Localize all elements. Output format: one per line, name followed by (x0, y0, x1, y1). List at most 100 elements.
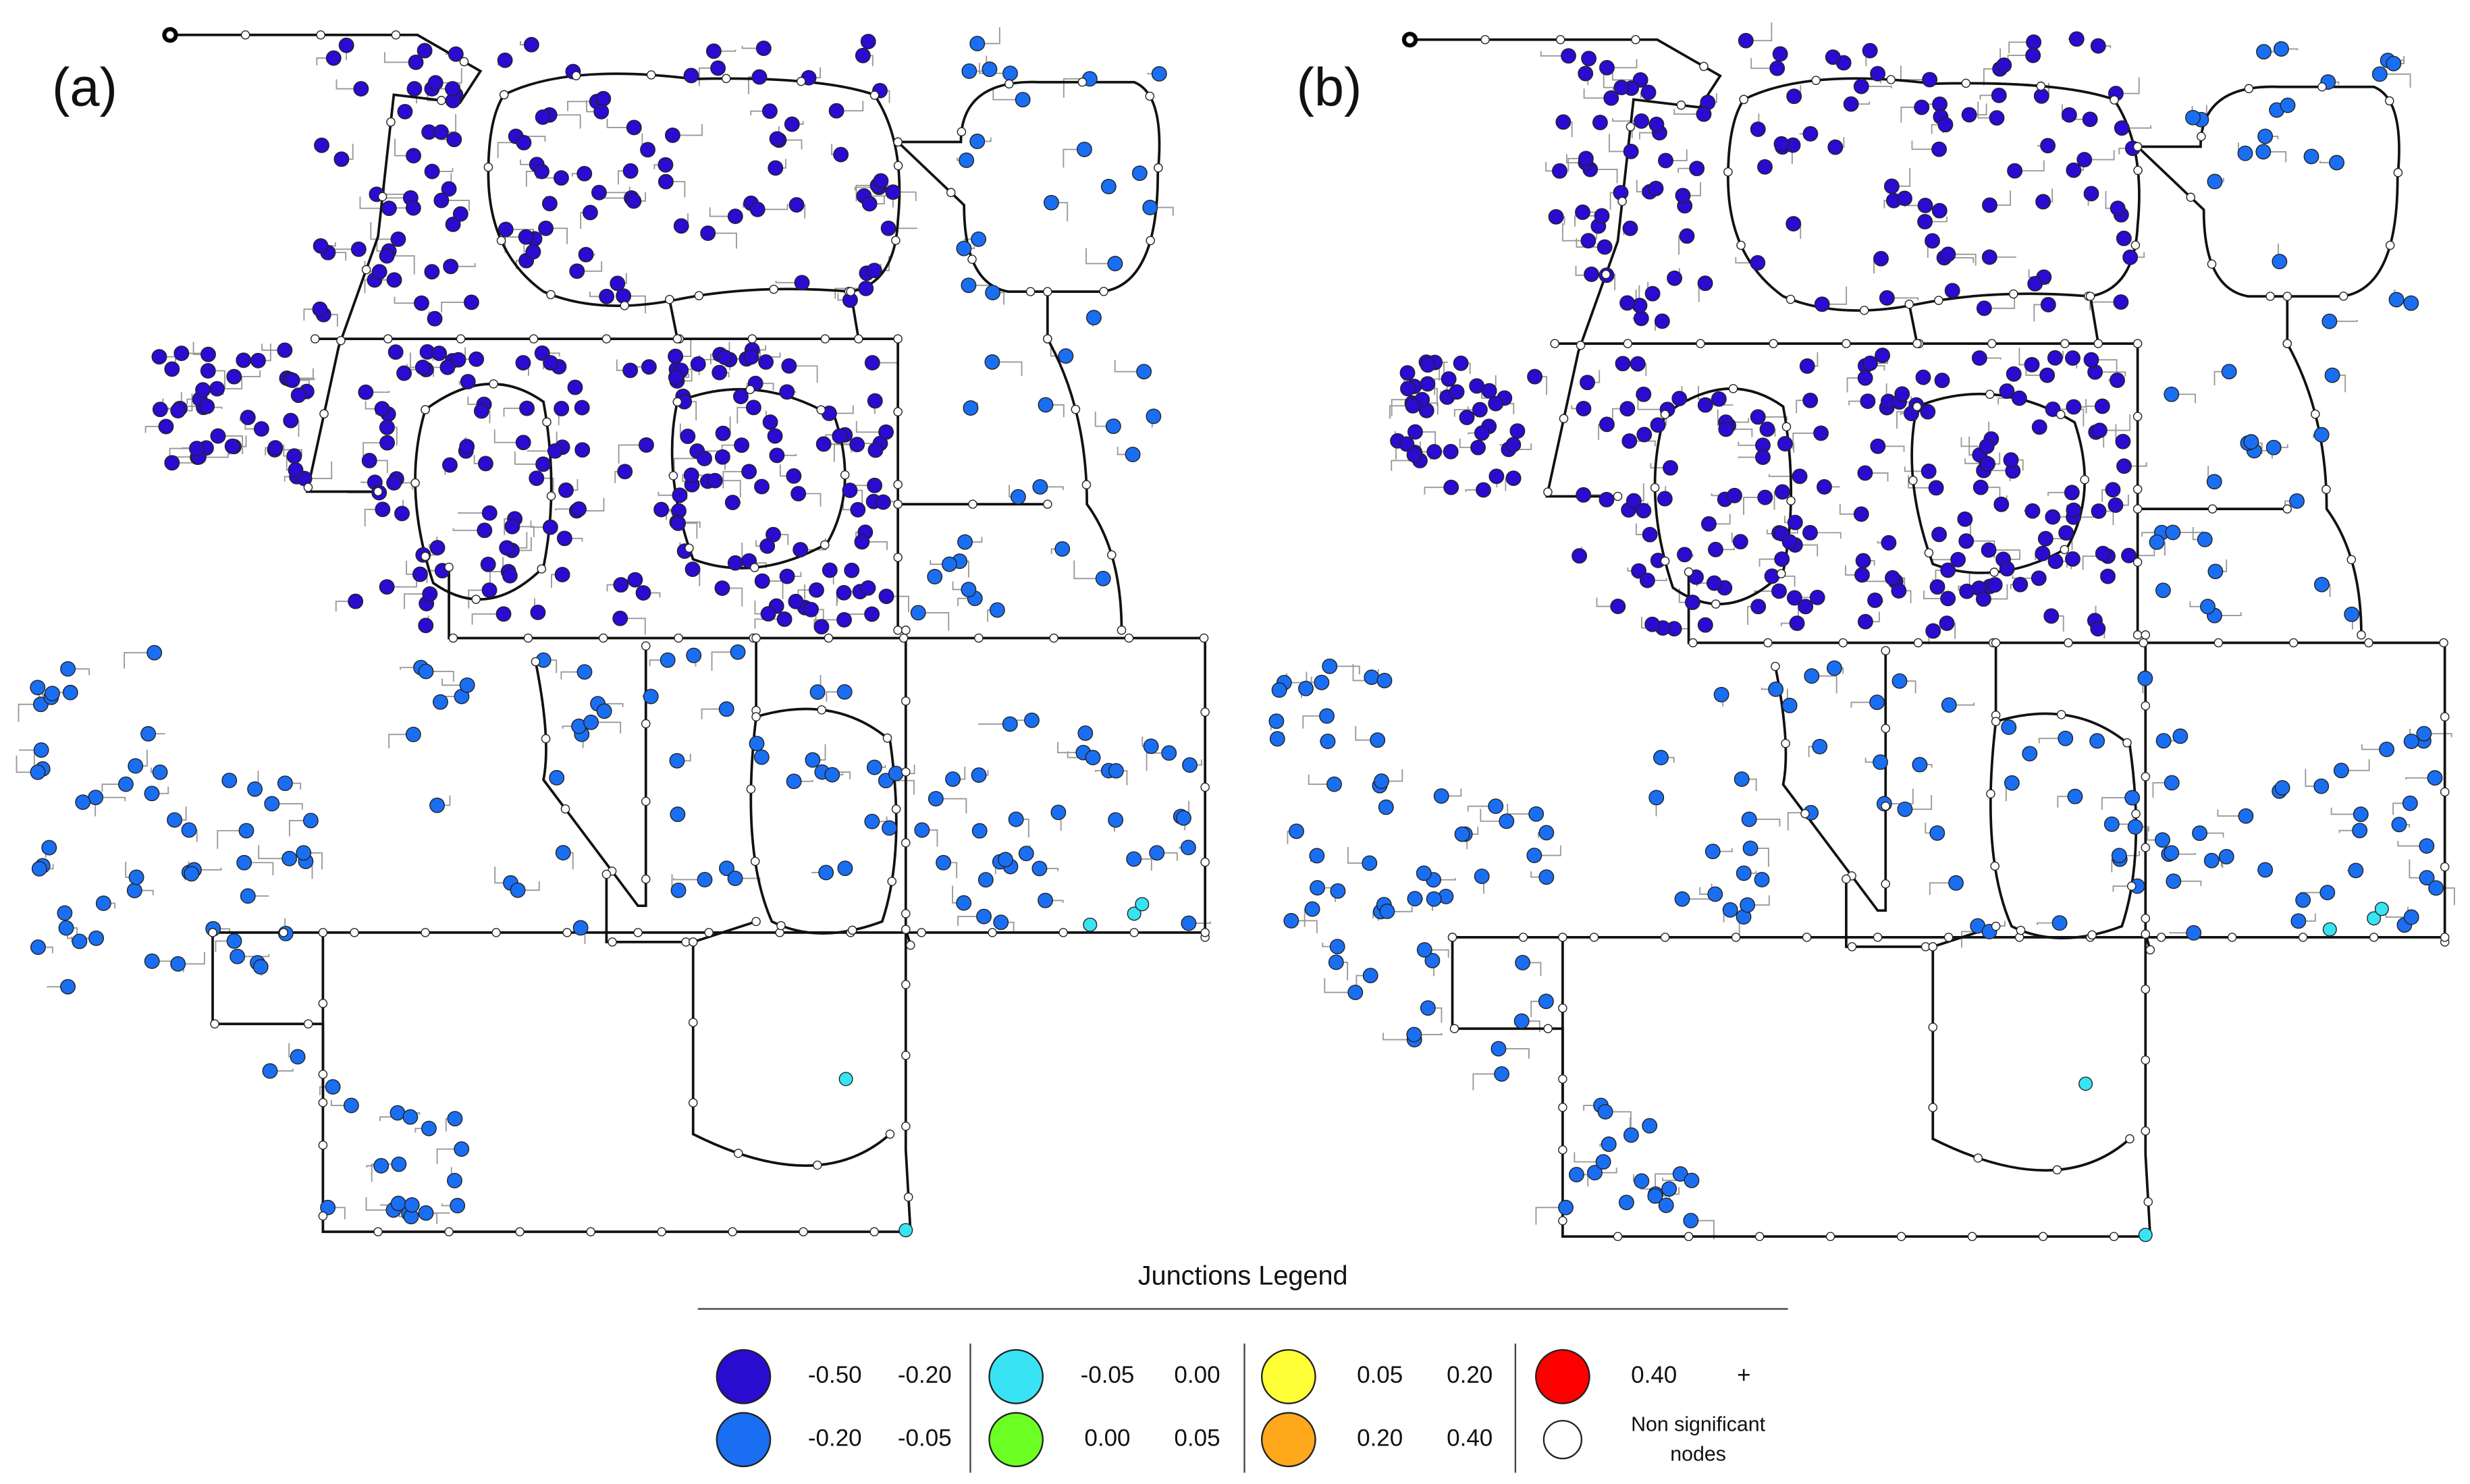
junction (1757, 489, 1773, 505)
junction (542, 519, 558, 535)
junction (152, 402, 168, 418)
junction (2026, 34, 2042, 50)
junction (641, 359, 657, 375)
non-significant-junction (303, 1019, 313, 1028)
junction (582, 204, 598, 221)
junction (790, 486, 807, 501)
non-significant-junction (529, 334, 539, 343)
junction (2416, 725, 2432, 742)
junction (1915, 369, 1931, 385)
service-pipe (861, 541, 888, 551)
non-significant-junction (2141, 929, 2151, 939)
non-significant-junction (421, 405, 430, 414)
junction (670, 515, 687, 531)
non-significant-junction (560, 804, 570, 814)
junction (878, 588, 894, 605)
junction (2290, 913, 2307, 929)
main-pipe (211, 932, 325, 1103)
junction (788, 197, 805, 213)
junction (290, 387, 306, 404)
junction (1095, 570, 1111, 586)
junction (1802, 392, 1819, 408)
non-significant-junction (2384, 96, 2394, 106)
junction (1561, 48, 1576, 64)
junction (510, 882, 526, 898)
junction (379, 419, 395, 435)
junction (969, 36, 986, 52)
junction (554, 401, 570, 416)
junction (2058, 730, 2074, 746)
non-significant-junction (2317, 82, 2327, 92)
non-significant-junction (751, 633, 761, 643)
non-significant-junction (1904, 300, 1914, 309)
junction (1513, 1013, 1530, 1029)
junction (1929, 579, 1945, 595)
junction (1677, 547, 1692, 563)
service-pipe (436, 1148, 462, 1164)
service-pipe (1329, 665, 1360, 675)
junction (860, 580, 876, 596)
junction (1958, 533, 1975, 549)
junction (422, 586, 438, 602)
junction (447, 1172, 462, 1188)
junction (390, 231, 406, 247)
junction (781, 358, 797, 374)
legend-from: -0.50 (808, 1362, 862, 1388)
service-pipe (1308, 774, 1335, 785)
junction (2110, 373, 2125, 388)
junction (1853, 78, 1869, 94)
non-significant-junction (2143, 1197, 2153, 1207)
junction (971, 767, 987, 783)
junction (714, 580, 730, 596)
junction (1407, 891, 1423, 907)
non-significant-junction (2056, 410, 2066, 420)
non-significant-junction (633, 928, 643, 937)
service-pipe (363, 442, 387, 456)
junction (1476, 482, 1491, 498)
junction (146, 644, 163, 661)
junction (558, 482, 574, 498)
non-significant-junction (537, 564, 547, 574)
junction (394, 505, 410, 522)
junction (290, 1049, 306, 1065)
junction (1667, 270, 1682, 286)
junction (277, 342, 293, 358)
non-significant-junction (893, 499, 903, 509)
junction (30, 680, 46, 696)
junction (386, 272, 402, 288)
junction (1474, 425, 1490, 441)
junction (515, 355, 531, 371)
junction (1639, 572, 1655, 588)
junction (250, 352, 266, 368)
junction (2367, 911, 2382, 926)
service-pipe (1324, 978, 1355, 993)
junction (838, 1072, 853, 1087)
non-significant-junction (898, 633, 909, 643)
junction (1601, 1136, 1617, 1152)
junction (670, 882, 687, 898)
non-significant-junction (2087, 930, 2097, 940)
junction (1891, 583, 1907, 599)
non-significant-junction (2109, 1232, 2119, 1242)
junction (1575, 204, 1590, 220)
service-pipe (560, 671, 585, 680)
junction (480, 556, 496, 572)
non-significant-junction (1576, 340, 1586, 350)
junction (2402, 795, 2418, 811)
junction (571, 501, 587, 517)
junction (2025, 47, 2041, 63)
non-significant-junction (571, 71, 581, 80)
junction (1622, 220, 1638, 236)
panel-b (1268, 22, 2455, 1242)
non-significant-junction (2132, 630, 2143, 640)
junction (1700, 516, 1717, 532)
non-significant-junction (1986, 789, 1995, 799)
junction (2329, 155, 2345, 171)
junction (1826, 660, 1842, 676)
legend-title: Junctions Legend (1138, 1261, 1348, 1290)
junction (2094, 398, 2110, 414)
service-pipe (450, 263, 476, 267)
service-pipe (2101, 797, 2132, 810)
non-significant-junction (1077, 77, 1088, 87)
junction (1972, 479, 1989, 495)
